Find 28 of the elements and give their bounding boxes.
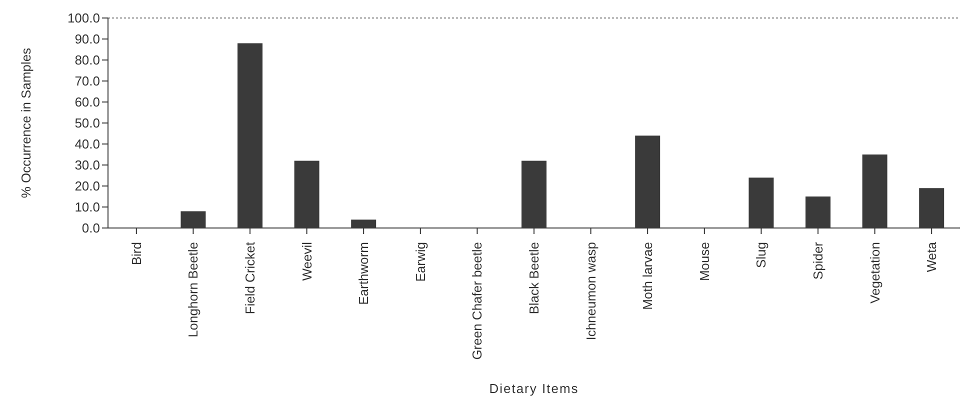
y-axis-title: % Occurrence in Samples [18, 47, 34, 198]
x-axis-title: Dietary Items [489, 381, 579, 396]
x-tick-label: Slug [754, 242, 769, 268]
x-tick-label: Moth larvae [640, 242, 656, 310]
y-tick-label: 0.0 [82, 220, 100, 236]
y-tick-label: 10.0 [74, 200, 100, 215]
x-tick-label: Longhorn Beetle [186, 242, 201, 338]
x-tick-label: Spider [810, 241, 826, 280]
x-tick-label: Earthworm [356, 242, 372, 305]
x-tick-label: Mouse [696, 242, 712, 282]
x-tick-label: Green Chafer beetle [470, 242, 485, 360]
y-tick-label: 30.0 [74, 158, 100, 173]
x-tick-label: Weta [924, 241, 940, 272]
y-tick-label: 60.0 [74, 94, 100, 110]
y-tick-label: 70.0 [74, 74, 100, 89]
y-tick-label: 20.0 [74, 178, 100, 194]
y-tick-label: 40.0 [74, 136, 100, 152]
x-tick-label: Weevil [299, 242, 314, 281]
x-tick-label: Field Cricket [242, 242, 258, 314]
x-tick-label: Bird [128, 242, 144, 266]
x-tick-label: Ichneumon wasp [583, 242, 598, 340]
x-tick-label: Black Beetle [526, 242, 542, 314]
y-tick-label: 90.0 [74, 32, 100, 47]
x-tick-label: Vegetation [867, 242, 882, 304]
y-tick-label: 100.0 [67, 10, 100, 26]
y-tick-label: 80.0 [74, 52, 100, 68]
y-tick-label: 50.0 [74, 116, 100, 131]
x-tick-label: Earwig [412, 242, 428, 282]
